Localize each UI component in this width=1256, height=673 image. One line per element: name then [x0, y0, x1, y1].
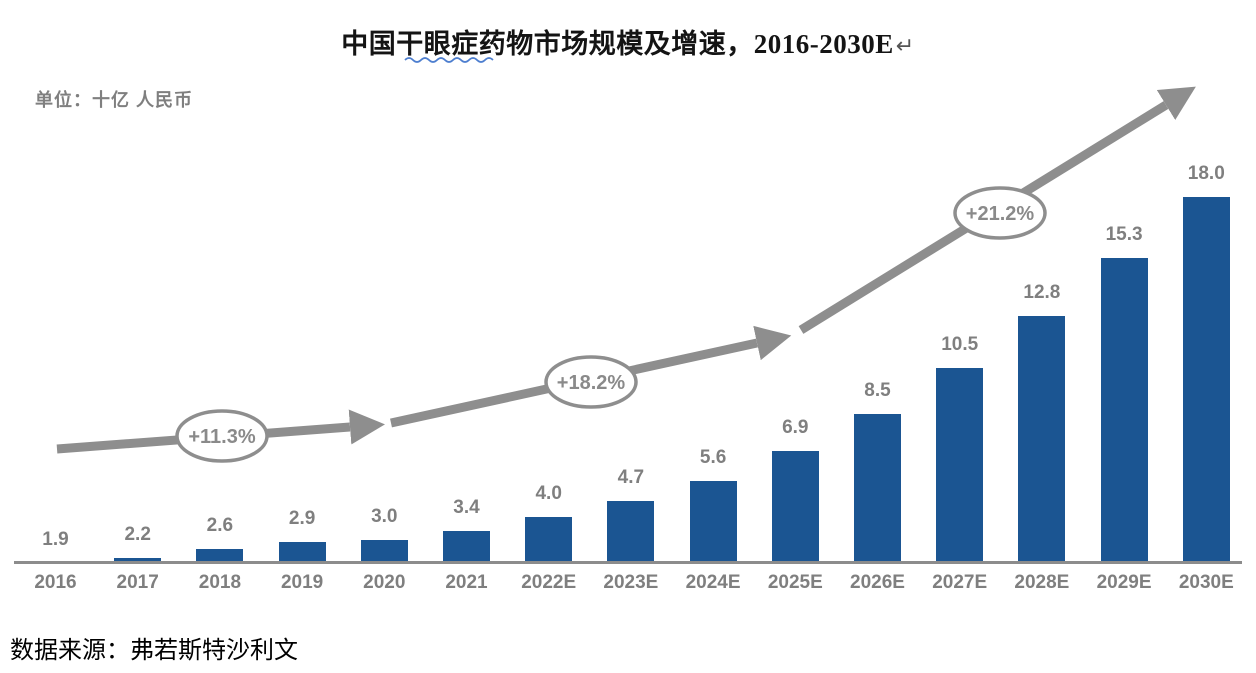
- bar-2025E: [771, 450, 819, 563]
- value-label-2020: 3.0: [371, 506, 398, 528]
- value-label-2018: 2.6: [206, 515, 234, 537]
- x-tick-label-2023E: 2023E: [603, 572, 659, 593]
- source-line: 数据来源：弗若斯特沙利文: [10, 638, 298, 664]
- bar-2023E: [607, 501, 655, 563]
- spellcheck-squiggle-underline: [404, 57, 494, 63]
- x-tick-label-2017: 2017: [116, 572, 159, 593]
- x-tick-label-2025E: 2025E: [767, 572, 823, 593]
- value-label-2025E: 6.9: [782, 416, 809, 438]
- x-tick-label-2024E: 2024E: [685, 572, 741, 593]
- value-label-2021: 3.4: [453, 496, 480, 518]
- value-label-2026E: 8.5: [864, 380, 891, 402]
- value-label-2027E: 10.5: [941, 334, 979, 356]
- value-label-2017: 2.2: [124, 524, 151, 546]
- x-axis-line: [14, 561, 1242, 564]
- value-label-2024E: 5.6: [699, 446, 727, 468]
- bar-2021: [443, 530, 490, 563]
- x-tick-label-2022E: 2022E: [521, 572, 577, 593]
- bar-2018: [196, 549, 244, 563]
- x-tick-label-2020: 2020: [363, 572, 406, 593]
- x-tick-label-2030E: 2030E: [1178, 572, 1234, 593]
- x-tick-label-2026E: 2026E: [850, 572, 905, 593]
- bar-2026E: [854, 414, 901, 563]
- x-tick-label-2027E: 2027E: [932, 572, 988, 593]
- unit-label: 单位：十亿 人民币: [35, 90, 194, 110]
- x-tick-label-2028E: 2028E: [1014, 572, 1070, 593]
- bar-2020: [360, 540, 408, 563]
- value-label-2022E: 4.0: [535, 483, 562, 505]
- value-label-2028E: 12.8: [1023, 281, 1061, 303]
- x-tick-label-2029E: 2029E: [1096, 572, 1152, 593]
- bar-2024E: [689, 480, 737, 563]
- paragraph-return-mark: ↵: [895, 33, 915, 58]
- bar-2028E: [1018, 315, 1066, 563]
- bar-2017: [114, 558, 162, 563]
- value-label-2030E: 18.0: [1187, 162, 1225, 184]
- x-tick-label-2021: 2021: [445, 572, 488, 593]
- x-tick-label-2016: 2016: [34, 572, 77, 593]
- value-label-2019: 2.9: [288, 508, 316, 530]
- value-label-2029E: 15.3: [1105, 224, 1143, 246]
- bar-2027E: [936, 368, 984, 563]
- bar-2019: [278, 542, 326, 563]
- x-tick-label-2019: 2019: [280, 572, 324, 593]
- value-label-2016: 1.9: [42, 529, 69, 550]
- chart-title-row: 中国干眼症药物市场规模及增速，2016-2030E↵: [0, 22, 1256, 61]
- chart-title: 中国干眼症药物市场规模及增速，2016-2030E: [341, 29, 894, 59]
- bar-2030E: [1182, 196, 1230, 563]
- value-label-2023E: 4.7: [617, 467, 645, 489]
- x-tick-label-2018: 2018: [198, 572, 242, 593]
- bar-2022E: [525, 517, 573, 563]
